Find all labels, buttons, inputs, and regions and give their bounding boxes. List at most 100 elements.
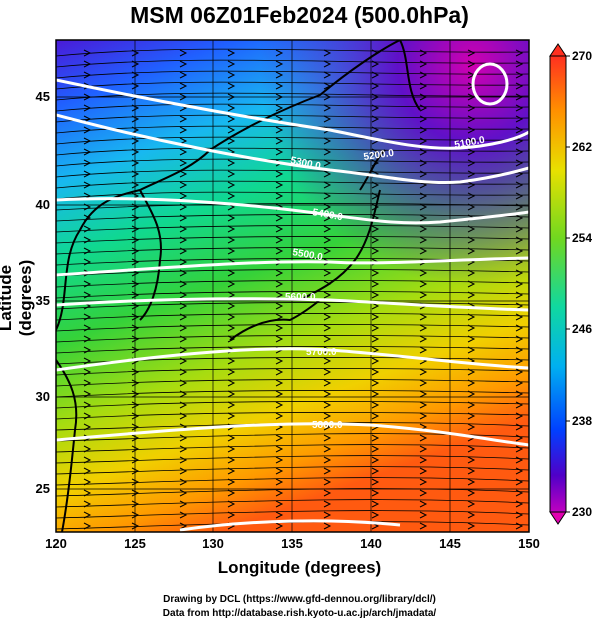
streamline-arrow bbox=[371, 456, 380, 464]
streamline-arrow bbox=[275, 357, 284, 365]
streamline bbox=[56, 114, 529, 123]
streamline-arrow bbox=[323, 478, 332, 486]
streamline-arrow bbox=[179, 434, 188, 442]
streamline-arrow bbox=[131, 82, 140, 90]
colorbar-top-arrow bbox=[549, 43, 567, 57]
streamline-arrow bbox=[83, 489, 92, 497]
streamline-arrow bbox=[419, 214, 428, 222]
streamline-arrow bbox=[467, 225, 476, 233]
streamline-arrow bbox=[227, 247, 236, 255]
streamline-arrow bbox=[179, 522, 188, 530]
streamline-arrow bbox=[131, 346, 140, 354]
streamline-arrow bbox=[83, 60, 92, 68]
streamline-arrow bbox=[131, 159, 140, 167]
streamline-arrow bbox=[275, 511, 284, 519]
coastlines bbox=[56, 40, 421, 532]
streamline-arrow bbox=[323, 159, 332, 167]
streamline-arrow bbox=[227, 401, 236, 409]
streamline-arrow bbox=[83, 104, 92, 112]
x-tick-label: 125 bbox=[124, 536, 146, 551]
streamline-arrow bbox=[323, 60, 332, 68]
streamline-arrow bbox=[419, 82, 428, 90]
streamline-arrow bbox=[275, 302, 284, 310]
streamline-arrow bbox=[131, 280, 140, 288]
streamline-arrow bbox=[83, 181, 92, 189]
streamline-arrow bbox=[275, 478, 284, 486]
streamline-arrow bbox=[131, 368, 140, 376]
streamline-arrow bbox=[515, 412, 524, 420]
streamline-arrow bbox=[323, 401, 332, 409]
streamline-arrow bbox=[371, 126, 380, 134]
streamline-arrow bbox=[467, 489, 476, 497]
streamline-arrow bbox=[419, 236, 428, 244]
streamline-arrow bbox=[467, 467, 476, 475]
streamline-arrow bbox=[227, 434, 236, 442]
streamline-arrow bbox=[131, 522, 140, 530]
streamline-arrow bbox=[275, 401, 284, 409]
streamline-arrow bbox=[83, 478, 92, 486]
streamline-arrow bbox=[83, 71, 92, 79]
streamline-arrow bbox=[467, 159, 476, 167]
streamline-arrow bbox=[419, 467, 428, 475]
colorbar: 270 262 254 246 238 230 bbox=[549, 43, 592, 525]
streamline-arrow bbox=[227, 390, 236, 398]
streamline-arrow bbox=[83, 511, 92, 519]
streamline-arrow bbox=[179, 82, 188, 90]
streamline-arrow bbox=[227, 269, 236, 277]
colorbar-tick: 230 bbox=[572, 505, 592, 519]
streamline-arrow bbox=[83, 236, 92, 244]
streamline-arrow bbox=[179, 225, 188, 233]
streamline-arrow bbox=[419, 170, 428, 178]
streamline-arrow bbox=[83, 379, 92, 387]
streamline-arrow bbox=[467, 379, 476, 387]
streamline-arrow bbox=[227, 60, 236, 68]
x-tick-label: 145 bbox=[439, 536, 461, 551]
streamline-arrow bbox=[419, 390, 428, 398]
streamline-arrow bbox=[323, 368, 332, 376]
streamline-arrow bbox=[419, 60, 428, 68]
streamline-arrow bbox=[275, 500, 284, 508]
streamline-arrow bbox=[179, 489, 188, 497]
streamline-arrow bbox=[467, 148, 476, 156]
streamline-arrow bbox=[515, 82, 524, 90]
x-tick-label: 120 bbox=[45, 536, 67, 551]
streamline-arrow bbox=[179, 368, 188, 376]
streamline-arrow bbox=[515, 423, 524, 431]
colorbar-tick: 246 bbox=[572, 322, 592, 336]
streamline-arrow bbox=[515, 148, 524, 156]
streamline-arrow bbox=[371, 379, 380, 387]
streamline-arrow bbox=[419, 401, 428, 409]
streamline bbox=[56, 334, 529, 343]
streamline-arrow bbox=[515, 258, 524, 266]
streamline-arrow bbox=[275, 291, 284, 299]
map-plot-area bbox=[56, 40, 529, 532]
streamline-arrow bbox=[83, 335, 92, 343]
streamline-arrow bbox=[323, 390, 332, 398]
streamline-arrow bbox=[467, 115, 476, 123]
streamline-arrow bbox=[467, 126, 476, 134]
streamline-arrow bbox=[131, 115, 140, 123]
streamline-arrow bbox=[131, 214, 140, 222]
plot-frame bbox=[55, 39, 530, 533]
streamline-arrow bbox=[275, 368, 284, 376]
contour-label-5500: 5500.0 bbox=[291, 247, 323, 263]
streamline-arrow bbox=[275, 434, 284, 442]
x-axis-ticks: 120 125 130 135 140 145 150 bbox=[45, 536, 540, 551]
streamline-arrow bbox=[323, 214, 332, 222]
streamline-arrow bbox=[515, 225, 524, 233]
streamline-arrow bbox=[515, 456, 524, 464]
streamline-arrow bbox=[515, 478, 524, 486]
streamline-arrow bbox=[227, 115, 236, 123]
streamline-arrow bbox=[323, 313, 332, 321]
contour-label-5400: 5400.0 bbox=[311, 207, 343, 223]
streamline-arrow bbox=[371, 269, 380, 277]
streamline-arrow bbox=[467, 335, 476, 343]
streamline-arrow bbox=[179, 181, 188, 189]
streamline-arrow bbox=[131, 412, 140, 420]
streamline-arrow bbox=[131, 236, 140, 244]
x-tick-label: 135 bbox=[281, 536, 303, 551]
streamline bbox=[56, 191, 529, 200]
streamline-arrow bbox=[515, 302, 524, 310]
streamline-arrow bbox=[419, 313, 428, 321]
streamline-arrow bbox=[371, 511, 380, 519]
